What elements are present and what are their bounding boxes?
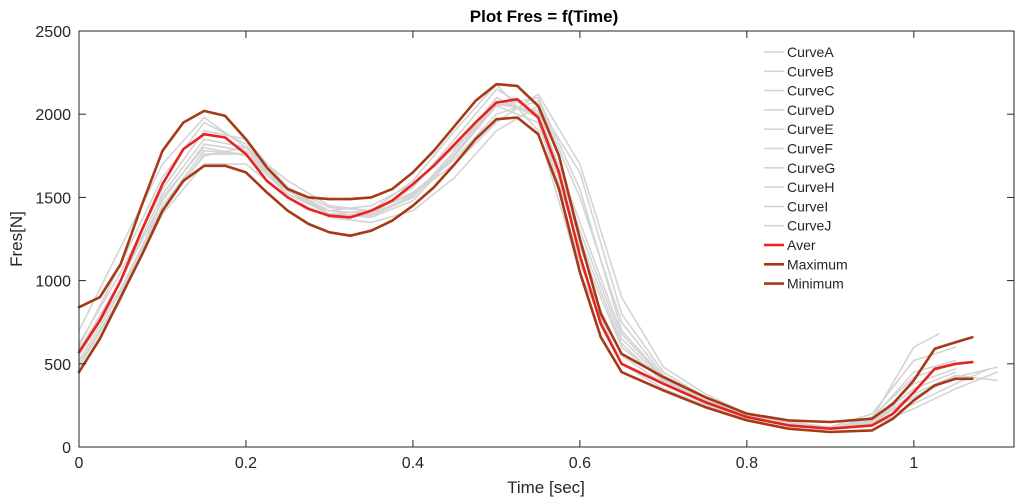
legend-label: Maximum [787, 256, 848, 272]
x-tick-label: 0.6 [569, 455, 591, 472]
x-tick-label: 0.2 [235, 455, 257, 472]
legend-item-curvef: CurveF [764, 141, 833, 157]
legend-label: CurveB [787, 63, 834, 79]
axes-box [78, 30, 1015, 448]
y-tick-label: 2500 [35, 24, 71, 41]
ticks-layer [78, 30, 1014, 448]
y-tick-label: 0 [62, 440, 71, 457]
x-tick-label: 0 [75, 455, 84, 472]
y-tick-label: 1000 [35, 274, 71, 291]
chart-title: Plot Fres = f(Time) [470, 7, 618, 26]
y-tick-label: 1500 [35, 190, 71, 207]
legend-item-curveh: CurveH [764, 179, 834, 195]
legend-item-curveg: CurveG [764, 160, 835, 176]
legend-item-curvej: CurveJ [764, 218, 831, 234]
legend-label: CurveF [787, 141, 833, 157]
y-axis-label: Fres[N] [7, 211, 26, 267]
legend-item-curvea: CurveA [764, 44, 834, 60]
legend-item-aver: Aver [764, 237, 816, 253]
legend-label: CurveJ [787, 218, 831, 234]
y-tick-labels: 0 500 1000 1500 2000 2500 [35, 24, 71, 457]
legend-item-minimum: Minimum [764, 276, 844, 292]
legend-item-curvei: CurveI [764, 198, 828, 214]
legend-label: CurveH [787, 179, 834, 195]
legend-item-maximum: Maximum [764, 256, 848, 272]
x-tick-label: 0.4 [402, 455, 424, 472]
legend-label: CurveC [787, 83, 834, 99]
legend-item-curvee: CurveE [764, 121, 834, 137]
legend-label: CurveD [787, 102, 834, 118]
y-tick-label: 2000 [35, 107, 71, 124]
legend-label: CurveE [787, 121, 834, 137]
legend-label: CurveA [787, 44, 834, 60]
series-line-minimum [77, 116, 974, 434]
x-axis-label: Time [sec] [507, 478, 585, 497]
series-line-maximum [77, 82, 974, 424]
plot-area [77, 30, 1015, 448]
legend-label: Aver [787, 237, 816, 253]
y-tick-label: 500 [44, 357, 71, 374]
series-line-aver [77, 97, 974, 431]
x-tick-label: 1 [909, 455, 918, 472]
legend-item-curveb: CurveB [764, 63, 834, 79]
legend-label: CurveI [787, 198, 828, 214]
series-layer [77, 82, 999, 434]
x-tick-labels: 0 0.2 0.4 0.6 0.8 1 [75, 455, 919, 472]
plot-background [79, 31, 1014, 447]
legend-item-curvec: CurveC [764, 83, 834, 99]
legend-item-curved: CurveD [764, 102, 834, 118]
legend: CurveA CurveB CurveC CurveD CurveE CurveF Curv… [764, 44, 848, 292]
x-tick-label: 0.8 [736, 455, 758, 472]
legend-label: CurveG [787, 160, 835, 176]
legend-label: Minimum [787, 276, 844, 292]
